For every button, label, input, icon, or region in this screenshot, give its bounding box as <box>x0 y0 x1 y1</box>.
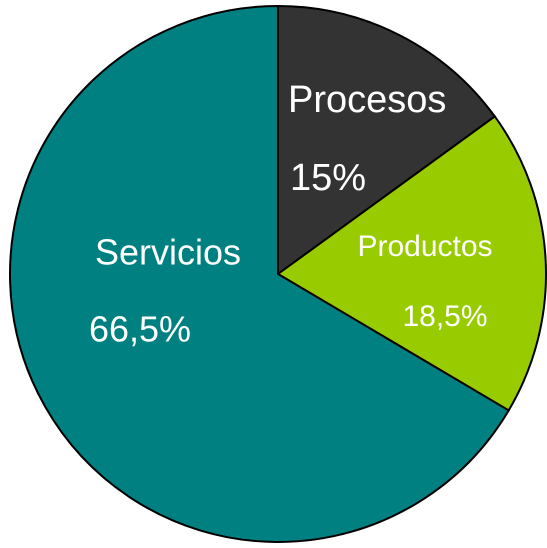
pie-slice <box>277 4 497 276</box>
slice-label: Servicios <box>95 232 241 273</box>
slice-value-label: 15% <box>290 157 366 199</box>
slice-label: Procesos <box>288 79 446 121</box>
pie-slice <box>9 4 511 543</box>
slice-value-label: 18,5% <box>402 300 487 333</box>
slice-label: Productos <box>357 230 492 263</box>
pie-slice <box>276 115 547 412</box>
slice-value-label: 66,5% <box>89 309 191 350</box>
